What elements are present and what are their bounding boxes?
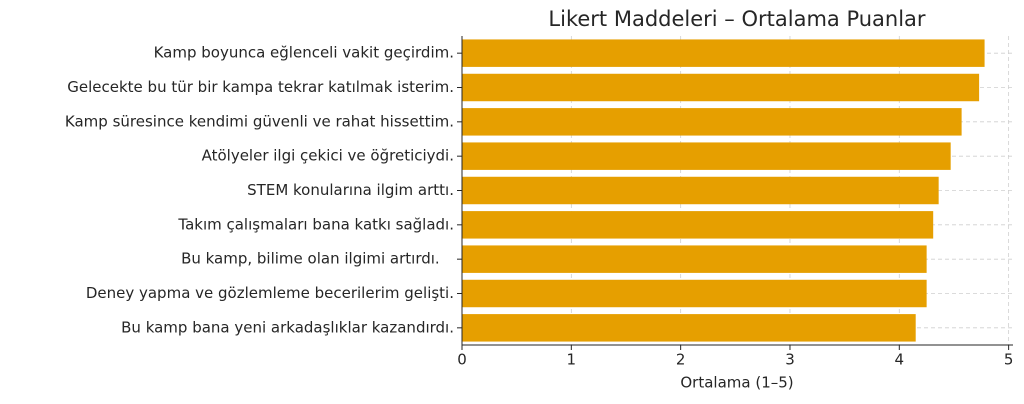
x-tick-label: 1 [567, 351, 577, 369]
bar [462, 211, 934, 239]
x-tick-label: 3 [785, 351, 795, 369]
y-tick-label: Deney yapma ve gözlemleme becerilerim ge… [86, 284, 454, 302]
y-tick-label: Bu kamp bana yeni arkadaşlıklar kazandır… [121, 318, 454, 336]
x-tick-label: 4 [895, 351, 905, 369]
x-tick-label: 2 [676, 351, 686, 369]
bar [462, 142, 951, 170]
y-tick-label: Gelecekte bu tür bir kampa tekrar katılm… [67, 78, 454, 96]
bar [462, 314, 916, 342]
bar [462, 39, 985, 67]
x-tick-label: 0 [457, 351, 467, 369]
y-tick-label: Takım çalışmaları bana katkı sağladı. [177, 215, 454, 233]
x-axis-label: Ortalama (1–5) [680, 374, 793, 392]
bar [462, 279, 927, 308]
x-tick-label: 5 [1004, 351, 1014, 369]
bar [462, 176, 939, 205]
bar [462, 245, 927, 273]
y-tick-label: Kamp süresince kendimi güvenli ve rahat … [65, 112, 454, 130]
y-tick-label: Kamp boyunca eğlenceli vakit geçirdim. [154, 44, 454, 62]
y-tick-label: STEM konularına ilgim arttı. [247, 181, 454, 199]
y-tick-label: Bu kamp, bilime olan ilgimi artırdı. [181, 250, 454, 268]
y-tick-label: Atölyeler ilgi çekici ve öğreticiydi. [202, 147, 454, 165]
chart-title: Likert Maddeleri – Ortalama Puanlar [548, 7, 926, 31]
bar [462, 108, 962, 136]
bar [462, 73, 980, 102]
